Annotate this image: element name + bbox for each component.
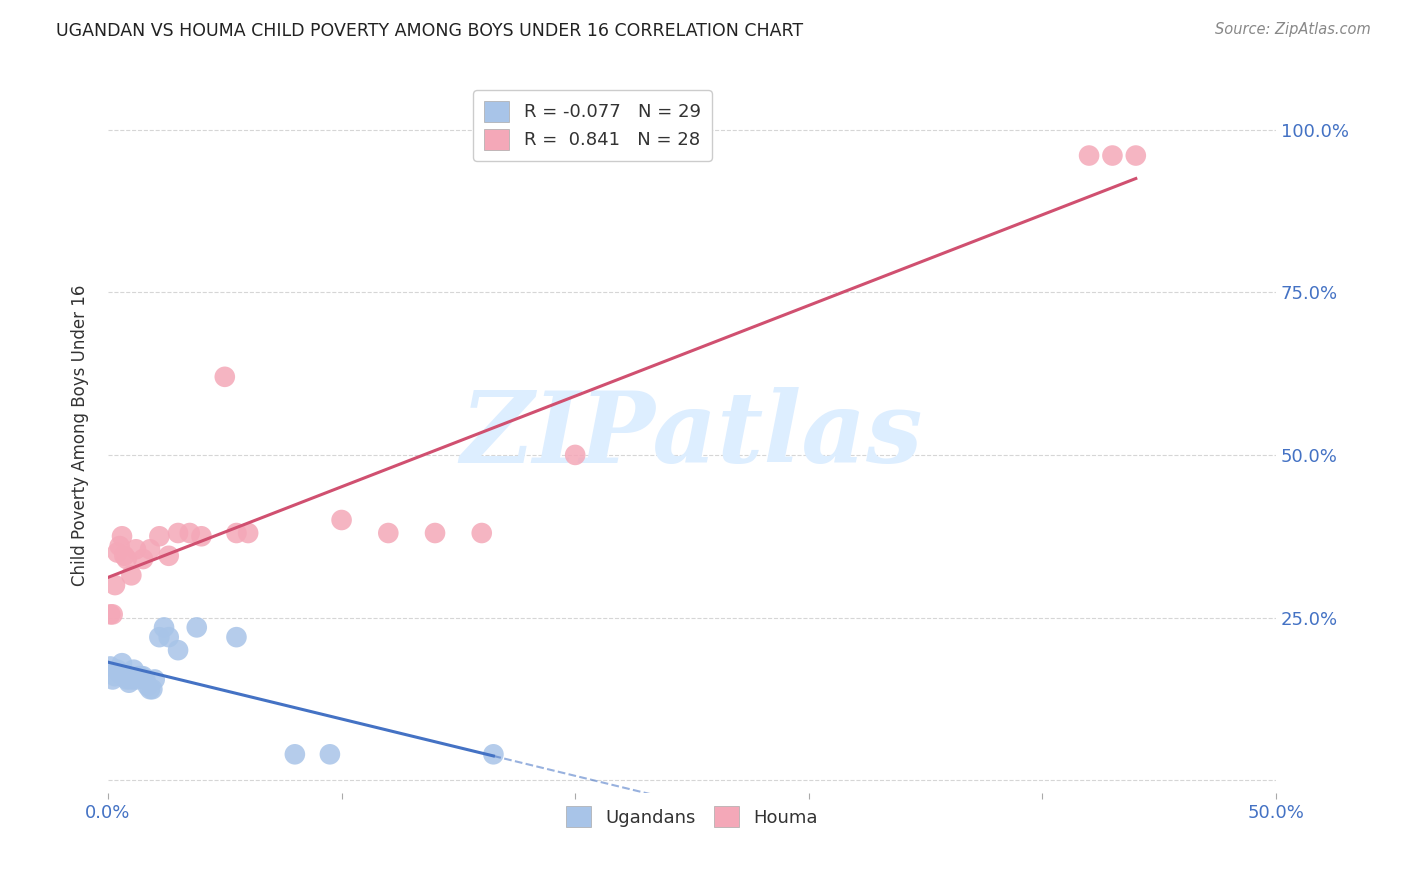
Y-axis label: Child Poverty Among Boys Under 16: Child Poverty Among Boys Under 16: [72, 285, 89, 586]
Point: [319, 747, 342, 762]
Point: [125, 542, 148, 557]
Point: [167, 526, 190, 541]
Point: [104, 669, 127, 683]
Point: [148, 630, 170, 644]
Point: [122, 663, 145, 677]
Point: [139, 682, 162, 697]
Point: [377, 526, 399, 541]
Point: [284, 747, 307, 762]
Point: [423, 526, 446, 541]
Point: [101, 673, 124, 687]
Point: [330, 513, 353, 527]
Point: [108, 539, 131, 553]
Point: [136, 679, 159, 693]
Point: [143, 673, 166, 687]
Point: [115, 552, 138, 566]
Point: [214, 369, 236, 384]
Point: [132, 552, 155, 566]
Point: [105, 545, 128, 559]
Point: [157, 630, 180, 644]
Point: [104, 578, 127, 592]
Point: [186, 620, 208, 634]
Text: UGANDAN VS HOUMA CHILD POVERTY AMONG BOYS UNDER 16 CORRELATION CHART: UGANDAN VS HOUMA CHILD POVERTY AMONG BOY…: [56, 22, 803, 40]
Point: [132, 669, 155, 683]
Text: ZIPatlas: ZIPatlas: [461, 387, 924, 483]
Point: [225, 630, 247, 644]
Point: [127, 669, 149, 683]
Text: Source: ZipAtlas.com: Source: ZipAtlas.com: [1215, 22, 1371, 37]
Point: [148, 529, 170, 543]
Point: [190, 529, 212, 543]
Point: [120, 568, 142, 582]
Point: [134, 673, 156, 687]
Legend: Ugandans, Houma: Ugandans, Houma: [558, 799, 825, 834]
Point: [153, 620, 176, 634]
Point: [139, 542, 162, 557]
Point: [167, 643, 190, 657]
Point: [111, 529, 134, 543]
Point: [564, 448, 586, 462]
Point: [101, 607, 124, 622]
Point: [112, 669, 135, 683]
Point: [141, 682, 163, 697]
Point: [1078, 148, 1101, 162]
Point: [111, 656, 134, 670]
Point: [1125, 148, 1147, 162]
Point: [236, 526, 259, 541]
Point: [98, 607, 121, 622]
Point: [1101, 148, 1123, 162]
Point: [98, 659, 121, 673]
Point: [157, 549, 180, 563]
Point: [482, 747, 505, 762]
Point: [115, 673, 138, 687]
Point: [105, 663, 128, 677]
Point: [179, 526, 201, 541]
Point: [112, 549, 135, 563]
Point: [120, 673, 142, 687]
Point: [471, 526, 494, 541]
Point: [225, 526, 247, 541]
Point: [118, 675, 141, 690]
Point: [129, 669, 152, 683]
Point: [125, 673, 148, 687]
Point: [108, 665, 131, 680]
